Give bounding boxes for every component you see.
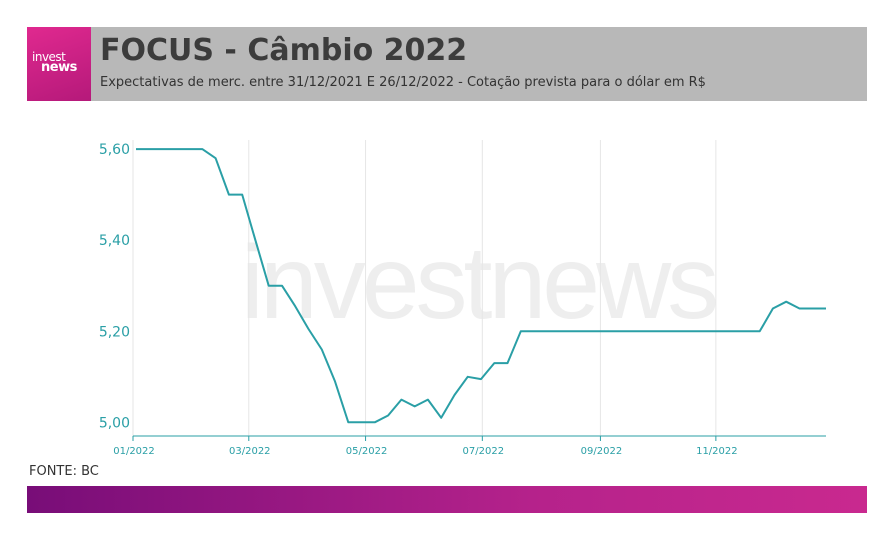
chart-title: FOCUS - Câmbio 2022: [100, 33, 468, 68]
y-tick-label: 5,20: [99, 324, 130, 340]
x-tick-label: 05/2022: [346, 446, 388, 457]
axes: 01/2022 03/2022 05/2022 07/2022 09/2022 11/20…: [99, 142, 826, 457]
x-tick-label: 01/2022: [113, 446, 155, 457]
series-line: [136, 148, 826, 424]
logo-text-top: invest: [32, 50, 66, 64]
y-tick-label: 5,00: [99, 415, 130, 431]
logo-text-bottom: news: [41, 60, 77, 75]
source-note: FONTE: BC: [29, 464, 99, 479]
x-tick-label: 07/2022: [463, 446, 505, 457]
chart-subtitle: Expectativas de merc. entre 31/12/2021 E…: [100, 75, 706, 90]
series: [136, 148, 826, 424]
x-tick-label: 03/2022: [229, 446, 271, 457]
investnews-logo: invest news: [27, 27, 91, 101]
line-chart: investnews 01/2022 03/2022 05/2022 07/2022 0…: [99, 140, 826, 457]
y-tick-label: 5,40: [99, 233, 130, 249]
x-tick-label: 11/2022: [696, 446, 738, 457]
x-tick-label: 09/2022: [581, 446, 623, 457]
watermark: investnews: [241, 225, 716, 341]
footer-bar: [27, 486, 867, 513]
chart-header: invest news FOCUS - Câmbio 2022 Expectat…: [27, 27, 867, 101]
y-tick-label: 5,60: [99, 142, 130, 158]
grid: [132, 140, 717, 436]
